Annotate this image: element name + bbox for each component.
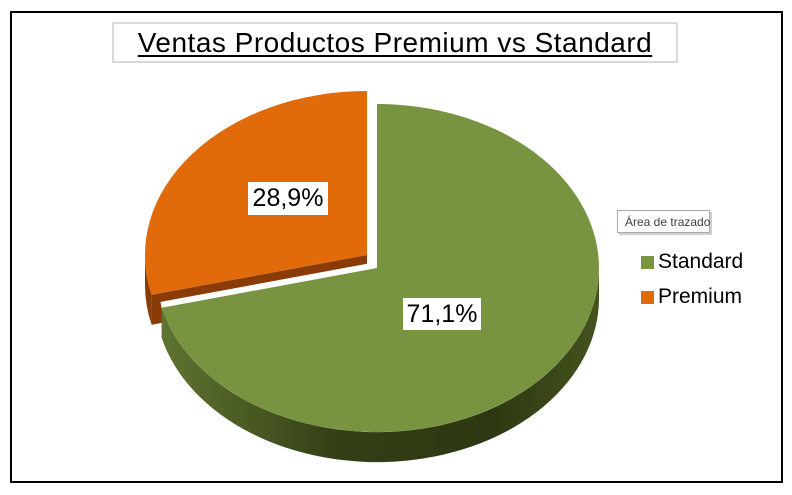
data-label-premium[interactable]: 28,9% bbox=[248, 182, 328, 215]
chart-title: Ventas Productos Premium vs Standard bbox=[137, 26, 653, 58]
legend-swatch-standard-icon bbox=[641, 255, 654, 269]
legend-swatch-premium-icon bbox=[641, 290, 654, 304]
data-label-standard[interactable]: 71,1% bbox=[403, 298, 481, 330]
chart-title-box[interactable]: Ventas Productos Premium vs Standard bbox=[112, 22, 678, 63]
pie-slice-standard-side-wall bbox=[161, 268, 599, 463]
chart-legend: Standard Premium bbox=[641, 248, 743, 318]
plot-area-tooltip-text: Área de trazado bbox=[625, 214, 711, 229]
legend-label-premium: Premium bbox=[658, 285, 743, 308]
plot-area-tooltip: Área de trazado bbox=[617, 210, 710, 233]
legend-item-standard[interactable]: Standard bbox=[641, 248, 743, 276]
pie-slice-standard[interactable] bbox=[161, 104, 599, 432]
pie-slice-premium-side-wall bbox=[144, 255, 152, 325]
legend-item-premium[interactable]: Premium bbox=[641, 283, 743, 311]
data-label-standard-text: 71,1% bbox=[406, 299, 478, 328]
data-label-premium-text: 28,9% bbox=[252, 184, 324, 212]
legend-label-standard: Standard bbox=[658, 250, 744, 273]
